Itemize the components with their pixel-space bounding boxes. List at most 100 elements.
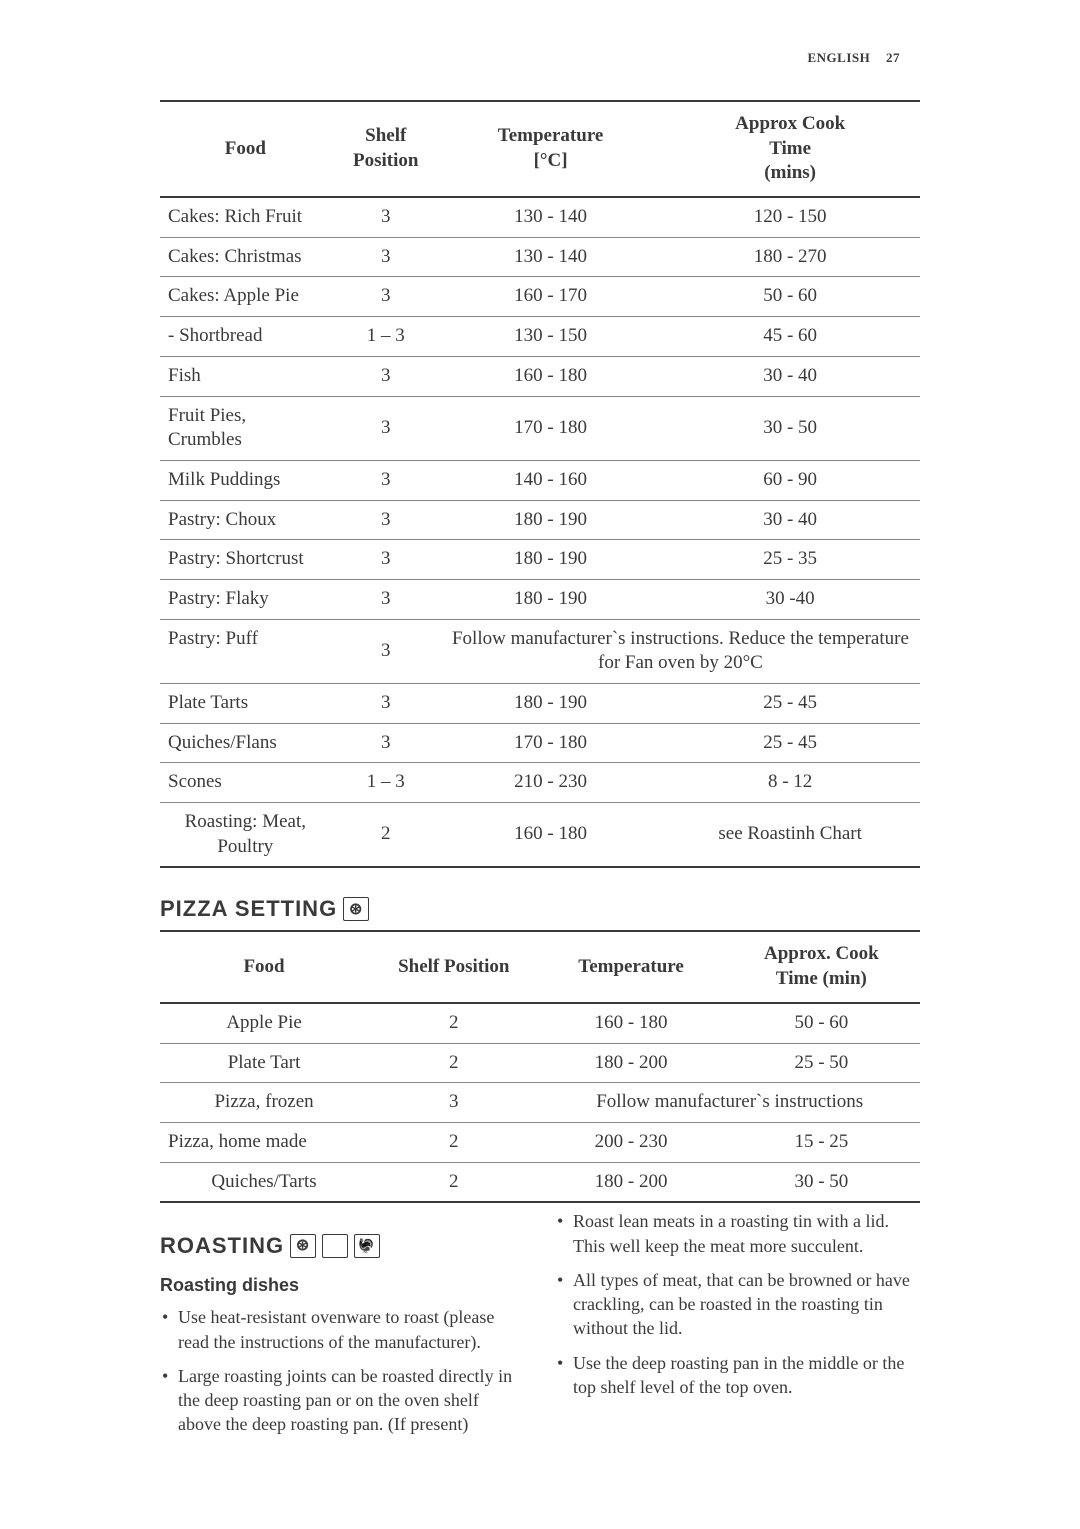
cell-temp: 210 - 230 bbox=[441, 763, 660, 803]
table-row: Pizza, frozen3Follow manufacturer`s inst… bbox=[160, 1083, 920, 1123]
language-label: ENGLISH bbox=[808, 50, 871, 65]
table-row: Plate Tarts3180 - 19025 - 45 bbox=[160, 684, 920, 724]
roasting-tips-left: Use heat-resistant ovenware to roast (pl… bbox=[160, 1305, 525, 1436]
cell-time: 60 - 90 bbox=[660, 460, 920, 500]
table-row: Scones1 – 3210 - 2308 - 12 bbox=[160, 763, 920, 803]
cell-food: Apple Pie bbox=[160, 1003, 368, 1043]
list-item: Use heat-resistant ovenware to roast (pl… bbox=[160, 1305, 525, 1354]
col-shelf-2: Shelf Position bbox=[368, 931, 539, 1002]
table-row: Roasting: Meat, Poultry2160 - 180see Roa… bbox=[160, 803, 920, 868]
cell-shelf: 2 bbox=[368, 1162, 539, 1202]
fan-icon bbox=[290, 1234, 316, 1258]
cell-food: Scones bbox=[160, 763, 331, 803]
roasting-tips-right: Roast lean meats in a roasting tin with … bbox=[555, 1209, 920, 1399]
cell-time: 25 - 35 bbox=[660, 540, 920, 580]
cell-shelf: 3 bbox=[331, 500, 441, 540]
cell-food: Fruit Pies, Crumbles bbox=[160, 396, 331, 460]
cell-food: Pastry: Puff bbox=[160, 619, 331, 683]
square-icon bbox=[322, 1234, 348, 1258]
col-temp-2: Temperature bbox=[539, 931, 722, 1002]
cell-temp: 180 - 190 bbox=[441, 540, 660, 580]
table-row: Pastry: Puff3Follow manufacturer`s instr… bbox=[160, 619, 920, 683]
list-item: Roast lean meats in a roasting tin with … bbox=[555, 1209, 920, 1258]
table-row: Apple Pie2160 - 18050 - 60 bbox=[160, 1003, 920, 1043]
cell-shelf: 1 – 3 bbox=[331, 317, 441, 357]
cell-time: 30 - 40 bbox=[660, 500, 920, 540]
cell-temp: 200 - 230 bbox=[539, 1122, 722, 1162]
cell-temp: 170 - 180 bbox=[441, 723, 660, 763]
cell-temp: 180 - 200 bbox=[539, 1043, 722, 1083]
cell-temp: 180 - 200 bbox=[539, 1162, 722, 1202]
cell-shelf: 3 bbox=[331, 356, 441, 396]
cell-temp: 170 - 180 bbox=[441, 396, 660, 460]
table-row: Cakes: Rich Fruit3130 - 140120 - 150 bbox=[160, 197, 920, 237]
page-header: ENGLISH 27 bbox=[808, 50, 901, 66]
cell-shelf: 3 bbox=[331, 579, 441, 619]
col-food-2: Food bbox=[160, 931, 368, 1002]
table-row: Pastry: Choux3180 - 19030 - 40 bbox=[160, 500, 920, 540]
table-row: Fish3160 - 18030 - 40 bbox=[160, 356, 920, 396]
cell-time: 30 -40 bbox=[660, 579, 920, 619]
col-time: Approx CookTime(mins) bbox=[660, 101, 920, 197]
cell-temp: 180 - 190 bbox=[441, 579, 660, 619]
cell-food: Pizza, home made bbox=[160, 1122, 368, 1162]
cell-note: Follow manufacturer`s instructions bbox=[539, 1083, 920, 1123]
cell-food: Roasting: Meat, Poultry bbox=[160, 803, 331, 868]
cell-time: 25 - 45 bbox=[660, 684, 920, 724]
cell-time: 30 - 50 bbox=[723, 1162, 920, 1202]
cell-shelf: 3 bbox=[331, 277, 441, 317]
pizza-setting-heading: PIZZA SETTING bbox=[160, 896, 920, 922]
cell-food: Pastry: Flaky bbox=[160, 579, 331, 619]
cell-time: 45 - 60 bbox=[660, 317, 920, 357]
cell-time: 30 - 40 bbox=[660, 356, 920, 396]
fan-icon bbox=[343, 897, 369, 921]
col-shelf: Shelf Position bbox=[331, 101, 441, 197]
cell-time: 50 - 60 bbox=[660, 277, 920, 317]
cell-food: Plate Tarts bbox=[160, 684, 331, 724]
table-row: Cakes: Apple Pie3160 - 17050 - 60 bbox=[160, 277, 920, 317]
cell-food: Pastry: Choux bbox=[160, 500, 331, 540]
table-row: Quiches/Flans3170 - 18025 - 45 bbox=[160, 723, 920, 763]
col-temp: Temperature[°C] bbox=[441, 101, 660, 197]
turkey-icon bbox=[354, 1234, 380, 1258]
cell-food: Fish bbox=[160, 356, 331, 396]
cell-shelf: 3 bbox=[331, 237, 441, 277]
cell-time: 180 - 270 bbox=[660, 237, 920, 277]
cell-temp: 180 - 190 bbox=[441, 500, 660, 540]
cell-temp: 160 - 180 bbox=[441, 356, 660, 396]
list-item: All types of meat, that can be browned o… bbox=[555, 1268, 920, 1341]
cell-temp: 130 - 150 bbox=[441, 317, 660, 357]
table-row: Pizza, home made2200 - 23015 - 25 bbox=[160, 1122, 920, 1162]
table-row: Milk Puddings3140 - 16060 - 90 bbox=[160, 460, 920, 500]
cell-food: - Shortbread bbox=[160, 317, 331, 357]
cell-time: 15 - 25 bbox=[723, 1122, 920, 1162]
list-item: Use the deep roasting pan in the middle … bbox=[555, 1351, 920, 1400]
table-row: Quiches/Tarts2180 - 20030 - 50 bbox=[160, 1162, 920, 1202]
cell-shelf: 2 bbox=[368, 1043, 539, 1083]
cell-time: 30 - 50 bbox=[660, 396, 920, 460]
cell-time: see Roastinh Chart bbox=[660, 803, 920, 868]
cell-time: 120 - 150 bbox=[660, 197, 920, 237]
cell-temp: 180 - 190 bbox=[441, 684, 660, 724]
cell-temp: 130 - 140 bbox=[441, 197, 660, 237]
cell-shelf: 3 bbox=[331, 197, 441, 237]
cell-shelf: 3 bbox=[331, 540, 441, 580]
cell-shelf: 3 bbox=[368, 1083, 539, 1123]
table-row: - Shortbread1 – 3130 - 15045 - 60 bbox=[160, 317, 920, 357]
cell-food: Quiches/Tarts bbox=[160, 1162, 368, 1202]
table-row: Cakes: Christmas3130 - 140180 - 270 bbox=[160, 237, 920, 277]
cell-shelf: 2 bbox=[331, 803, 441, 868]
cell-time: 25 - 45 bbox=[660, 723, 920, 763]
cell-temp: 160 - 180 bbox=[441, 803, 660, 868]
cell-food: Cakes: Rich Fruit bbox=[160, 197, 331, 237]
pizza-table: Food Shelf Position Temperature Approx. … bbox=[160, 930, 920, 1203]
cell-shelf: 2 bbox=[368, 1122, 539, 1162]
cell-temp: 130 - 140 bbox=[441, 237, 660, 277]
cell-shelf: 1 – 3 bbox=[331, 763, 441, 803]
list-item: Large roasting joints can be roasted dir… bbox=[160, 1364, 525, 1437]
cell-time: 25 - 50 bbox=[723, 1043, 920, 1083]
cell-temp: 140 - 160 bbox=[441, 460, 660, 500]
col-time-2: Approx. CookTime (min) bbox=[723, 931, 920, 1002]
cell-food: Pastry: Shortcrust bbox=[160, 540, 331, 580]
table-row: Pastry: Shortcrust3180 - 19025 - 35 bbox=[160, 540, 920, 580]
